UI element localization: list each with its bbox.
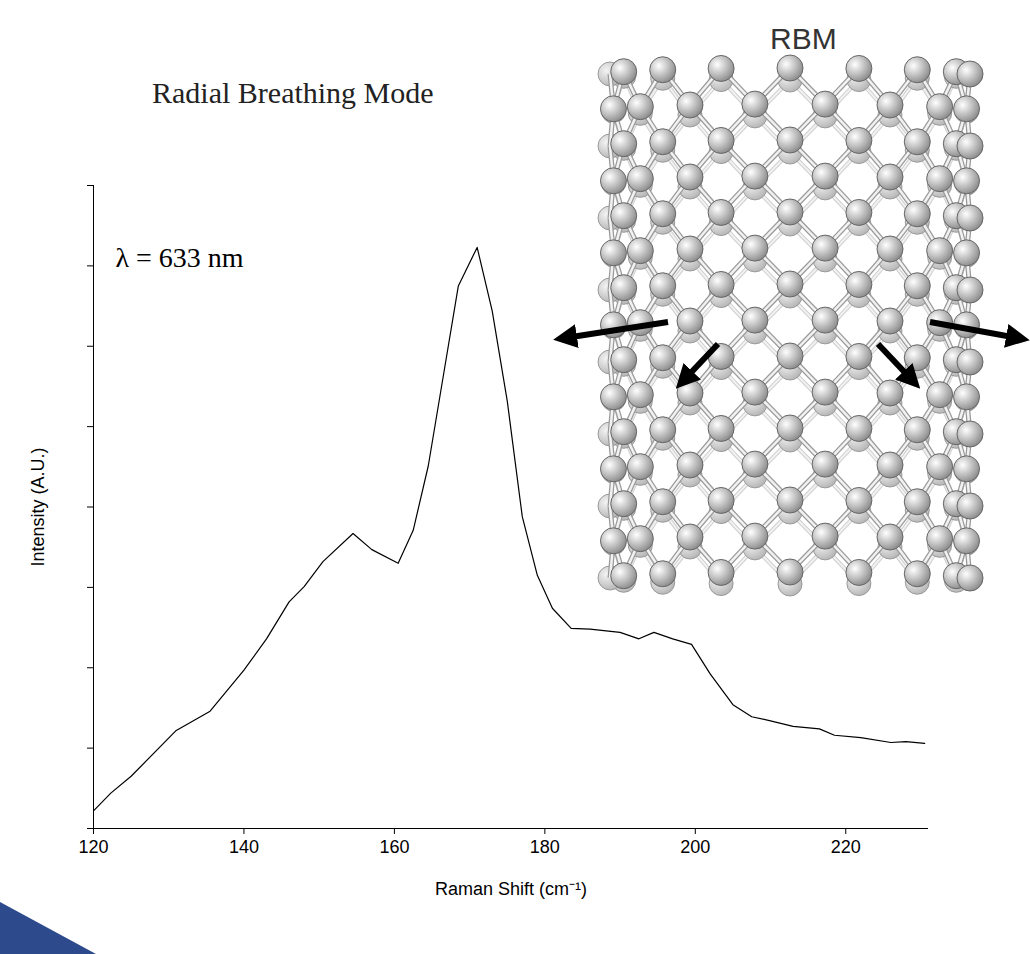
svg-text:160: 160 [379,837,409,857]
svg-text:120: 120 [78,837,108,857]
svg-text:Intensity (A.U.): Intensity (A.U.) [28,447,48,566]
svg-text:180: 180 [530,837,560,857]
html-text:RBM: RBM [770,22,837,55]
svg-text:200: 200 [680,837,710,857]
html-text:Radial Breathing Mode: Radial Breathing Mode [152,76,434,109]
svg-text:λ = 633 nm: λ = 633 nm [116,242,244,273]
svg-text:140: 140 [229,837,259,857]
svg-text:220: 220 [831,837,861,857]
svg-text:Raman Shift (cm⁻¹): Raman Shift (cm⁻¹) [435,879,587,899]
